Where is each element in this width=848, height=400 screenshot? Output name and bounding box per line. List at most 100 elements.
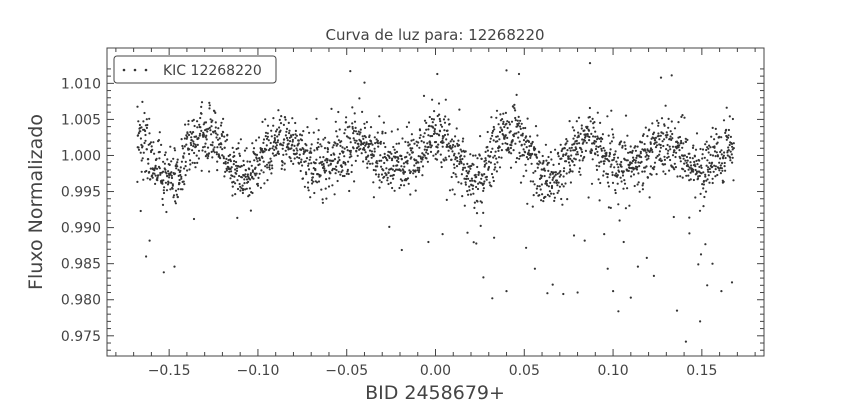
data-point [665, 136, 668, 139]
data-point [282, 138, 286, 141]
data-point [594, 130, 597, 133]
data-point [309, 196, 312, 199]
data-point [198, 132, 202, 135]
data-point [568, 171, 571, 174]
data-point [290, 135, 293, 138]
data-point [460, 162, 463, 165]
data-point [337, 139, 340, 142]
data-point [731, 161, 734, 164]
data-point [613, 153, 617, 156]
data-point [295, 152, 298, 155]
data-point [426, 142, 429, 145]
data-point [229, 160, 232, 163]
data-point [312, 172, 315, 176]
data-point [469, 153, 472, 156]
data-point [711, 181, 714, 185]
data-point [216, 138, 220, 141]
data-point-outlier [145, 255, 148, 258]
data-point [234, 193, 237, 196]
data-point [142, 178, 145, 181]
data-point-outlier [699, 320, 702, 323]
data-point [706, 159, 709, 162]
data-point [490, 116, 493, 119]
data-point [383, 175, 386, 178]
data-point [339, 144, 342, 147]
data-point [538, 194, 541, 197]
x-axis-label: BID 2458679+ [365, 382, 505, 400]
data-point [618, 219, 621, 222]
data-point [539, 161, 542, 164]
data-point [398, 186, 401, 190]
data-point [367, 160, 370, 163]
data-point [454, 173, 457, 176]
data-point [228, 170, 231, 173]
data-point [246, 173, 249, 176]
data-point [447, 142, 450, 145]
data-point [216, 146, 219, 149]
data-point [414, 169, 417, 172]
data-point [390, 152, 393, 155]
data-point [633, 167, 636, 170]
data-point [165, 189, 169, 192]
data-point [288, 140, 292, 143]
data-point [164, 181, 167, 184]
data-point [719, 157, 722, 160]
data-point [559, 173, 562, 176]
data-point [314, 169, 317, 172]
data-point [434, 140, 438, 144]
data-point [418, 129, 422, 132]
data-point [407, 121, 411, 124]
data-point [683, 154, 687, 157]
data-point [713, 146, 716, 149]
data-point [599, 140, 603, 143]
data-point [355, 150, 358, 153]
data-point [584, 149, 588, 152]
data-point [667, 126, 670, 129]
data-point [268, 168, 271, 171]
data-point [193, 124, 196, 128]
data-point [431, 98, 434, 101]
data-point [491, 129, 495, 133]
data-point [684, 140, 688, 143]
data-point [667, 149, 670, 152]
data-point [348, 137, 352, 140]
data-point [145, 169, 148, 173]
data-point [707, 151, 710, 154]
data-point [296, 156, 299, 159]
data-point [500, 156, 503, 159]
data-point [336, 143, 339, 146]
data-point [445, 138, 448, 141]
data-point [178, 182, 181, 185]
data-point [429, 143, 432, 146]
data-point [372, 154, 375, 157]
data-point [548, 190, 552, 193]
data-point [372, 196, 375, 199]
data-point [668, 145, 671, 148]
data-point [239, 138, 242, 141]
y-tick-label: 1.000 [61, 148, 101, 164]
data-point [285, 127, 289, 130]
data-point [278, 118, 281, 121]
data-point [401, 137, 404, 140]
data-point [190, 136, 193, 139]
data-point [599, 145, 602, 148]
data-point [656, 119, 659, 122]
data-point [184, 123, 187, 126]
y-tick-label: 0.985 [61, 257, 101, 273]
data-point [137, 132, 140, 135]
data-point [263, 182, 266, 185]
data-point [382, 169, 385, 172]
data-point [633, 184, 636, 188]
data-point [307, 181, 310, 184]
data-point [165, 172, 168, 175]
data-point [431, 121, 434, 124]
data-point [323, 167, 326, 170]
data-point [332, 144, 335, 147]
data-point [254, 166, 257, 169]
data-point [324, 169, 328, 172]
data-point [426, 152, 430, 155]
data-point [659, 146, 663, 149]
data-point [177, 168, 180, 171]
data-point [476, 187, 480, 191]
data-point [409, 147, 412, 150]
